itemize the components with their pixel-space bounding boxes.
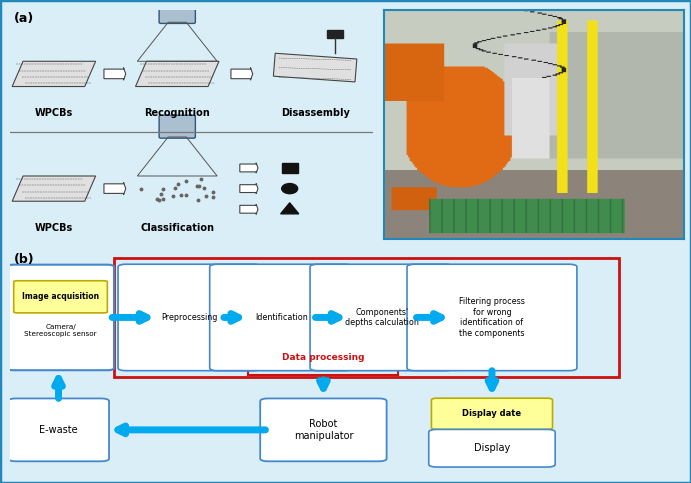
Text: Data processing: Data processing: [282, 353, 365, 362]
Polygon shape: [104, 68, 126, 80]
Polygon shape: [240, 184, 258, 194]
Text: Preprocessing: Preprocessing: [162, 313, 218, 322]
FancyBboxPatch shape: [310, 264, 453, 370]
Text: Display: Display: [474, 443, 510, 453]
FancyBboxPatch shape: [14, 281, 107, 313]
Polygon shape: [240, 204, 258, 214]
FancyBboxPatch shape: [261, 398, 387, 461]
Text: Image acquisition: Image acquisition: [22, 292, 99, 301]
FancyBboxPatch shape: [118, 264, 261, 370]
FancyBboxPatch shape: [407, 264, 577, 370]
FancyBboxPatch shape: [431, 398, 553, 429]
Polygon shape: [231, 68, 253, 80]
Text: (c): (c): [395, 11, 415, 24]
FancyBboxPatch shape: [209, 264, 353, 370]
Polygon shape: [104, 182, 126, 195]
FancyBboxPatch shape: [248, 338, 398, 375]
Text: (a): (a): [14, 12, 35, 25]
Text: Identification: Identification: [255, 313, 307, 322]
Text: Camera/
Stereoscopic sensor: Camera/ Stereoscopic sensor: [24, 324, 97, 337]
Text: (b): (b): [14, 253, 35, 266]
Text: Display date: Display date: [462, 409, 522, 418]
Text: Filtering process
for wrong
identification of
the components: Filtering process for wrong identificati…: [459, 298, 525, 338]
Text: Robot
manipulator: Robot manipulator: [294, 419, 353, 440]
Text: WPCBs: WPCBs: [35, 108, 73, 118]
Text: E-waste: E-waste: [39, 425, 78, 435]
Bar: [327, 30, 343, 38]
Polygon shape: [12, 61, 95, 86]
Text: Disassembly: Disassembly: [281, 108, 350, 118]
Text: Components'
depths calculation: Components' depths calculation: [345, 308, 419, 327]
FancyBboxPatch shape: [7, 265, 114, 370]
Text: WPCBs: WPCBs: [35, 223, 73, 233]
FancyBboxPatch shape: [159, 115, 196, 138]
Circle shape: [282, 184, 298, 194]
Bar: [282, 163, 298, 173]
FancyBboxPatch shape: [428, 429, 555, 467]
Text: Classification: Classification: [140, 223, 214, 233]
Polygon shape: [12, 176, 95, 201]
Text: Recognition: Recognition: [144, 108, 210, 118]
FancyBboxPatch shape: [8, 398, 109, 461]
Polygon shape: [240, 163, 258, 173]
Polygon shape: [274, 53, 357, 82]
FancyBboxPatch shape: [159, 0, 196, 24]
Polygon shape: [135, 61, 219, 86]
Polygon shape: [281, 203, 299, 214]
